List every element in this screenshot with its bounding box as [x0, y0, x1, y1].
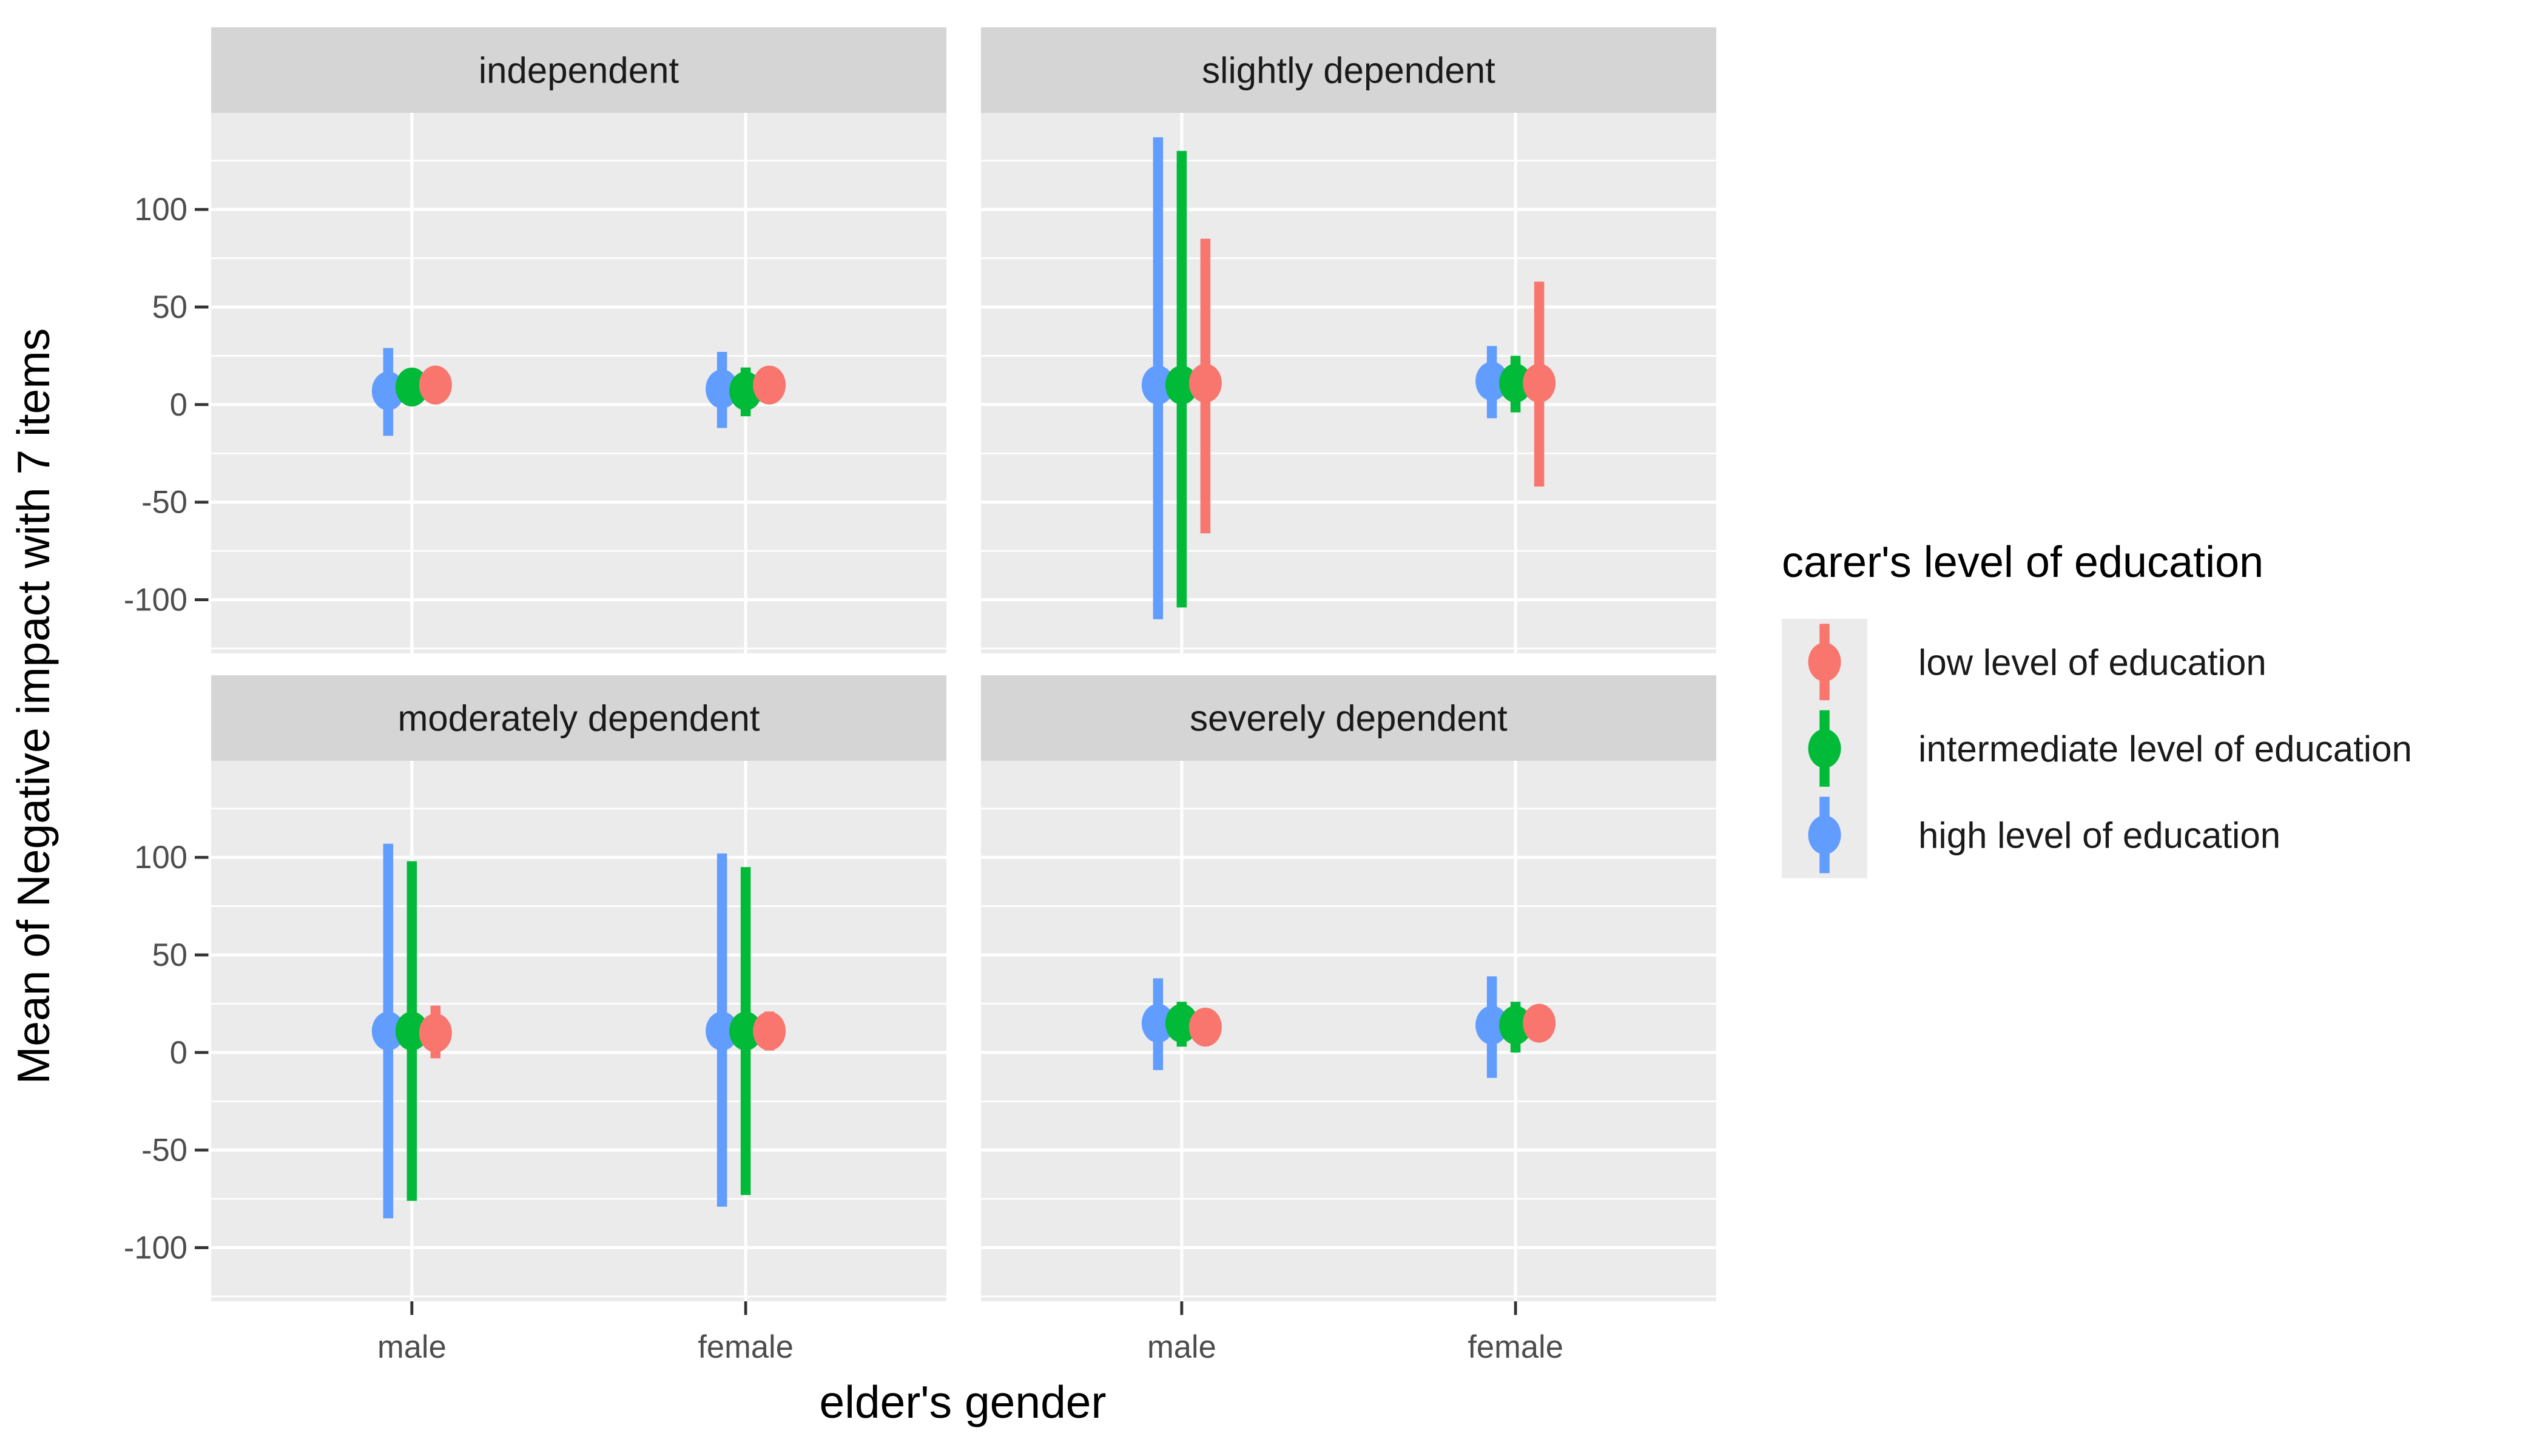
- point-intermediate: [1165, 365, 1198, 405]
- pointrange-male-high: [1141, 978, 1175, 1070]
- point-high: [1141, 365, 1175, 405]
- facet-strip: [981, 675, 1716, 761]
- point-intermediate: [395, 367, 428, 407]
- legend-keys: low level of education intermediate level…: [1782, 619, 2412, 878]
- facet-panel-independent: independent 100 50 0 -50 -100: [124, 27, 946, 653]
- x-axis-title: elder's gender: [820, 1377, 1107, 1427]
- legend-entry-high: high level of education: [1782, 792, 2280, 878]
- pointrange-female-low: [753, 1011, 786, 1051]
- legend-key-point-icon: [1808, 815, 1841, 855]
- legend-key-point-icon: [1808, 642, 1841, 682]
- point-low: [1188, 1007, 1222, 1047]
- point-low: [753, 365, 786, 405]
- pointrange-female-intermediate: [1499, 1002, 1532, 1053]
- pointrange-male-high: [371, 843, 405, 1219]
- facet-strip-label: slightly dependent: [1202, 50, 1495, 91]
- point-low: [753, 1011, 786, 1051]
- facet-strip-label: severely dependent: [1190, 698, 1508, 739]
- panel-background: [211, 113, 946, 653]
- pointrange-female-intermediate: [1499, 356, 1532, 413]
- pointrange-male-low: [1188, 1007, 1222, 1047]
- x-tick-label-female: female: [698, 1329, 794, 1365]
- y-tick-label: 100: [134, 192, 187, 228]
- legend-label-high: high level of education: [1918, 815, 2280, 855]
- pointrange-female-intermediate: [729, 867, 763, 1195]
- y-tick-label: -100: [124, 582, 187, 618]
- point-high: [1141, 1003, 1175, 1043]
- facet-panel-slightly-dependent: slightly dependent: [981, 27, 1716, 653]
- panel-background: [981, 761, 1716, 1301]
- pointrange-female-low: [1523, 1003, 1556, 1043]
- point-intermediate: [395, 1011, 428, 1051]
- pointrange-female-high: [1475, 346, 1509, 419]
- x-tick-label-male: male: [1147, 1329, 1216, 1365]
- point-high: [1475, 362, 1509, 401]
- facet-strip: [981, 27, 1716, 113]
- point-intermediate: [1499, 363, 1532, 403]
- y-tick-label: 50: [152, 937, 187, 973]
- y-axis-title: Mean of Negative impact with 7 items: [8, 328, 59, 1084]
- facet-strip: [211, 27, 946, 113]
- legend-entry-intermediate: intermediate level of education: [1782, 705, 2412, 792]
- point-low: [419, 1013, 452, 1053]
- y-tick-label: -100: [124, 1230, 187, 1266]
- point-low: [1188, 363, 1222, 403]
- pointrange-male-intermediate: [395, 367, 428, 407]
- pointrange-female-high: [706, 352, 739, 428]
- panel-background: [981, 113, 1716, 653]
- point-high: [1475, 1005, 1509, 1045]
- panel-background: [211, 761, 946, 1301]
- point-intermediate: [729, 1011, 763, 1051]
- facet-strip-label: independent: [479, 50, 679, 91]
- pointrange-male-low: [419, 365, 452, 405]
- y-tick-label: -50: [141, 485, 187, 521]
- y-tick-label: 0: [170, 1035, 187, 1071]
- point-high: [706, 369, 739, 409]
- pointrange-male-intermediate: [1165, 150, 1198, 608]
- point-high: [371, 1011, 405, 1051]
- pointrange-male-low: [1188, 238, 1222, 534]
- legend: carer's level of education low level of …: [1782, 538, 2412, 878]
- facet-panel-severely-dependent: severely dependent male female: [981, 675, 1716, 1365]
- facet-strip: [211, 675, 946, 761]
- legend-entry-low: low level of education: [1782, 619, 2267, 706]
- pointrange-female-high: [706, 853, 739, 1207]
- point-low: [1523, 363, 1556, 403]
- y-tick-label: 50: [152, 289, 187, 325]
- facet-strip-label: moderately dependent: [397, 698, 760, 739]
- y-tick-label: 100: [134, 840, 187, 875]
- legend-label-low: low level of education: [1918, 642, 2267, 682]
- pointrange-male-high: [1141, 137, 1175, 619]
- pointrange-female-low: [753, 365, 786, 405]
- legend-title: carer's level of education: [1782, 538, 2263, 587]
- y-tick-label: 0: [170, 387, 187, 423]
- point-low: [1523, 1003, 1556, 1043]
- point-high: [706, 1011, 739, 1051]
- facet-panel-moderately-dependent: moderately dependent 100 50 0 -50 -100 male fem…: [124, 675, 946, 1365]
- legend-key-point-icon: [1808, 729, 1841, 768]
- panels-layer: independent 100 50 0 -50 -100 slightly depende…: [124, 27, 1716, 1365]
- legend-label-intermediate: intermediate level of education: [1918, 729, 2412, 769]
- x-tick-label-male: male: [377, 1329, 447, 1365]
- pointrange-female-low: [1523, 281, 1556, 487]
- x-tick-label-female: female: [1468, 1329, 1563, 1365]
- pointrange-male-intermediate: [395, 861, 428, 1201]
- point-intermediate: [1499, 1005, 1532, 1045]
- pointrange-male-low: [419, 1005, 452, 1059]
- pointrange-female-high: [1475, 976, 1509, 1078]
- y-tick-label: -50: [141, 1133, 187, 1168]
- point-low: [419, 365, 452, 405]
